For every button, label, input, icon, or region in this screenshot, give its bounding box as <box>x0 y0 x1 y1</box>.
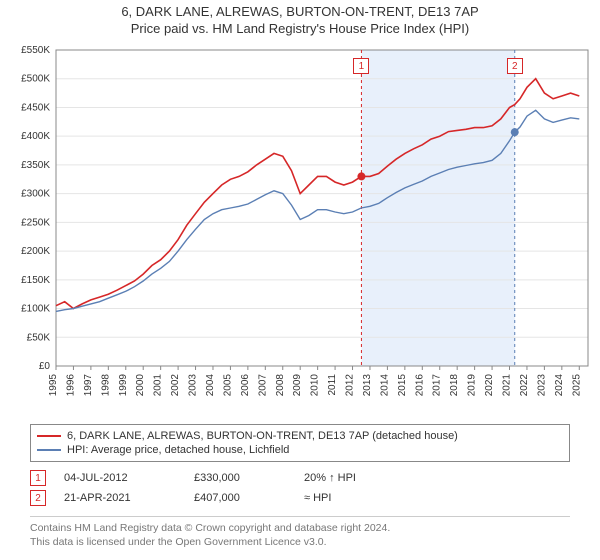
svg-text:£250K: £250K <box>21 217 50 228</box>
svg-text:2015: 2015 <box>397 374 408 397</box>
svg-text:2010: 2010 <box>310 374 321 397</box>
transaction-price: £330,000 <box>194 472 304 484</box>
transactions-table: 1 04-JUL-2012 £330,000 20% ↑ HPI 2 21-AP… <box>30 468 570 508</box>
svg-text:1995: 1995 <box>48 374 59 397</box>
attribution-line: This data is licensed under the Open Gov… <box>30 535 570 549</box>
svg-text:2019: 2019 <box>467 374 478 397</box>
svg-text:2011: 2011 <box>327 374 338 396</box>
legend-item: HPI: Average price, detached house, Lich… <box>37 443 563 457</box>
svg-text:2001: 2001 <box>153 374 164 397</box>
svg-text:£0: £0 <box>39 361 51 372</box>
legend: 6, DARK LANE, ALREWAS, BURTON-ON-TRENT, … <box>30 424 570 462</box>
legend-label: HPI: Average price, detached house, Lich… <box>67 444 289 456</box>
svg-text:1998: 1998 <box>100 374 111 397</box>
svg-text:1997: 1997 <box>83 374 94 397</box>
svg-text:2022: 2022 <box>519 374 530 397</box>
svg-text:2012: 2012 <box>345 374 356 397</box>
svg-text:£300K: £300K <box>21 189 50 200</box>
svg-text:2025: 2025 <box>571 374 582 397</box>
transaction-date: 21-APR-2021 <box>64 492 194 504</box>
svg-text:2024: 2024 <box>554 374 565 397</box>
svg-text:2014: 2014 <box>379 374 390 397</box>
svg-text:2003: 2003 <box>188 374 199 397</box>
attribution-line: Contains HM Land Registry data © Crown c… <box>30 521 570 535</box>
svg-text:2017: 2017 <box>432 374 443 397</box>
svg-text:1996: 1996 <box>65 374 76 397</box>
svg-text:2000: 2000 <box>135 374 146 397</box>
transaction-price: £407,000 <box>194 492 304 504</box>
svg-text:2018: 2018 <box>449 374 460 397</box>
chart-subtitle: Price paid vs. HM Land Registry's House … <box>0 19 600 40</box>
svg-text:£50K: £50K <box>27 332 51 343</box>
chart-marker-icon: 1 <box>353 58 369 74</box>
chart-title: 6, DARK LANE, ALREWAS, BURTON-ON-TRENT, … <box>0 0 600 19</box>
transaction-delta: 20% ↑ HPI <box>304 472 434 484</box>
transaction-marker-icon: 2 <box>30 490 46 506</box>
svg-text:£150K: £150K <box>21 275 50 286</box>
svg-text:2009: 2009 <box>292 374 303 397</box>
svg-text:2020: 2020 <box>484 374 495 397</box>
svg-text:1999: 1999 <box>118 374 129 397</box>
transaction-delta: ≈ HPI <box>304 492 434 504</box>
svg-text:£100K: £100K <box>21 304 50 315</box>
legend-item: 6, DARK LANE, ALREWAS, BURTON-ON-TRENT, … <box>37 429 563 443</box>
transaction-date: 04-JUL-2012 <box>64 472 194 484</box>
svg-text:2007: 2007 <box>257 374 268 397</box>
svg-text:2006: 2006 <box>240 374 251 397</box>
svg-text:£400K: £400K <box>21 131 50 142</box>
attribution: Contains HM Land Registry data © Crown c… <box>30 516 570 549</box>
svg-text:2004: 2004 <box>205 374 216 397</box>
svg-text:2016: 2016 <box>414 374 425 397</box>
svg-text:2005: 2005 <box>222 374 233 397</box>
table-row: 2 21-APR-2021 £407,000 ≈ HPI <box>30 488 570 508</box>
chart-marker-icon: 2 <box>507 58 523 74</box>
legend-swatch <box>37 449 61 451</box>
chart-plot: £0 £50K £100K £150K £200K £250K £300K £350K £400… <box>0 44 600 414</box>
svg-text:2008: 2008 <box>275 374 286 397</box>
svg-text:£350K: £350K <box>21 160 50 171</box>
svg-text:£500K: £500K <box>21 74 50 85</box>
legend-label: 6, DARK LANE, ALREWAS, BURTON-ON-TRENT, … <box>67 430 458 442</box>
transaction-marker-icon: 1 <box>30 470 46 486</box>
svg-text:£200K: £200K <box>21 246 50 257</box>
svg-text:2023: 2023 <box>536 374 547 397</box>
legend-swatch <box>37 435 61 437</box>
svg-text:£450K: £450K <box>21 102 50 113</box>
svg-text:£550K: £550K <box>21 45 50 56</box>
table-row: 1 04-JUL-2012 £330,000 20% ↑ HPI <box>30 468 570 488</box>
svg-text:2021: 2021 <box>502 374 513 397</box>
svg-text:2002: 2002 <box>170 374 181 397</box>
svg-text:2013: 2013 <box>362 374 373 397</box>
